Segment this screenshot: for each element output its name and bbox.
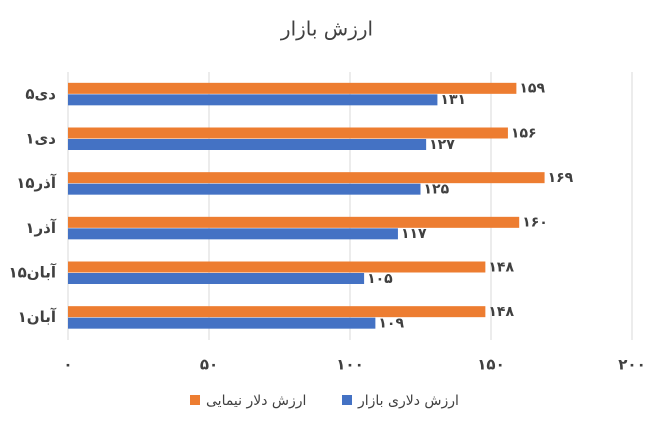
bar [68,261,486,273]
y-tick-label: ۱آبان [18,308,57,326]
legend-label: ارزش دلار نیمایی [206,393,306,409]
x-tick-label: ۱۰۰ [336,356,363,374]
bar [68,127,508,139]
legend-swatch [190,395,200,405]
value-label: ۱۳۱ [440,92,466,108]
value-label: ۱۵۶ [511,125,537,141]
value-label: ۱۲۵ [424,181,450,197]
value-label: ۱۱۷ [401,226,427,242]
legend-label: ارزش دلاری بازار [357,393,459,409]
value-label: ۱۰۹ [378,315,404,331]
x-tick-label: ۰ [63,356,72,374]
x-tick-label: ۲۰۰ [618,356,645,374]
bar [68,306,486,318]
bar [68,94,438,106]
x-tick-label: ۱۵۰ [477,356,504,374]
x-tick-label: ۵۰ [200,356,218,374]
y-tick-label: ۱دی [25,130,56,148]
value-label: ۱۴۸ [488,259,514,275]
bar [68,317,376,329]
bar [68,228,398,240]
bar [68,172,545,184]
bar [68,139,427,150]
bar [68,216,520,228]
legend-swatch [342,395,352,405]
value-label: ۱۰۵ [367,271,393,287]
value-label: ۱۵۹ [519,81,545,97]
value-label: ۱۶۰ [522,215,548,231]
bar [68,183,421,195]
y-tick-label: ۱۵آبان [8,264,56,282]
y-tick-label: ۱آذر [25,219,56,237]
y-tick-label: ۵دی [25,85,56,103]
value-label: ۱۶۹ [548,170,574,186]
value-label: ۱۴۸ [488,304,514,320]
bar [68,82,517,94]
y-tick-label: ۱۵آذر [16,174,57,192]
chart-title: ارزش بازار [280,17,373,41]
bar [68,273,365,284]
value-label: ۱۲۷ [429,137,455,153]
